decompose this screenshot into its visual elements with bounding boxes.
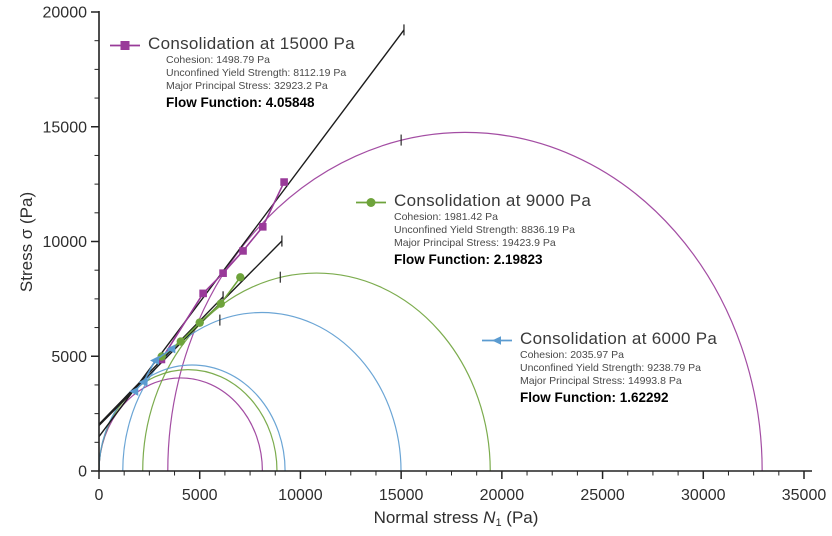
x-axis-label: Normal stress N1 (Pa)	[374, 508, 539, 529]
x-tick-label: 0	[95, 487, 104, 504]
legend-cohesion: Cohesion: 1981.42 Pa	[394, 211, 498, 223]
data-point-square-0	[258, 223, 267, 231]
uys-circle-1	[98, 369, 278, 472]
uys-circle-2	[98, 364, 286, 472]
legend-mps: Major Principal Stress: 14993.8 Pa	[520, 374, 682, 387]
legend-text-9000: Consolidation at 9000 Pa Cohesion: 1981.…	[394, 191, 591, 267]
data-point-square-0	[280, 178, 288, 186]
legend-uys: Unconfined Yield Strength: 9238.79 Pa	[520, 361, 701, 374]
x-tick-label: 10000	[278, 487, 323, 504]
legend-block-9000: Consolidation at 9000 Pa Cohesion: 1981.…	[356, 191, 591, 267]
data-point-circle-1	[236, 273, 245, 282]
x-tick-label: 15000	[379, 487, 424, 504]
legend-marker-glyph	[356, 198, 386, 207]
legend-uys: Unconfined Yield Strength: 8112.19 Pa	[166, 66, 347, 79]
data-point-square-0	[199, 289, 207, 298]
yield-locus-line-1	[98, 240, 283, 427]
square-glyph	[120, 41, 130, 50]
y-tick-label: 0	[78, 464, 87, 481]
data-point-triangle-2	[149, 355, 159, 365]
legend-text-6000: Consolidation at 6000 Pa Cohesion: 2035.…	[520, 329, 717, 405]
legend-marker-glyph	[110, 41, 140, 50]
principal-stress-circle-2	[122, 312, 402, 472]
legend-uys: Unconfined Yield Strength: 8836.19 Pa	[394, 223, 575, 236]
uys-circle-0	[98, 377, 264, 472]
circle-marker-icon	[356, 196, 386, 214]
y-axis-label: Stress σ (Pa)	[17, 192, 36, 292]
data-point-circle-1	[216, 299, 225, 308]
legend-marker-glyph	[482, 336, 512, 345]
x-tick-label: 30000	[681, 487, 726, 504]
x-tick-label: 5000	[182, 487, 218, 504]
data-point-triangle-2	[129, 386, 139, 396]
legend-cohesion: Cohesion: 2035.97 Pa	[520, 349, 624, 361]
data-point-triangle-2	[138, 377, 148, 387]
triangle-left-glyph	[492, 336, 501, 345]
legend-title: Consolidation at 9000 Pa	[394, 191, 592, 210]
principal-stress-circle-0	[167, 132, 763, 472]
legend-mps: Major Principal Stress: 19423.9 Pa	[394, 236, 556, 249]
y-tick-label: 15000	[43, 119, 88, 136]
y-tick-label: 5000	[51, 349, 87, 366]
y-tick-label: 20000	[43, 5, 88, 22]
data-point-triangle-2	[166, 344, 176, 354]
legend-flow-function: Flow Function: 1.62292	[520, 390, 669, 406]
x-tick-label: 20000	[480, 487, 525, 504]
x-tick-label: 35000	[782, 487, 827, 504]
legend-flow-function: Flow Function: 4.05848	[166, 95, 315, 111]
square-marker-icon	[110, 39, 140, 57]
legend-title: Consolidation at 6000 Pa	[520, 329, 718, 348]
legend-cohesion: Cohesion: 1498.79 Pa	[166, 54, 270, 66]
data-series-line-2	[133, 348, 172, 392]
x-tick-label: 25000	[580, 487, 625, 504]
circle-glyph	[366, 198, 376, 207]
data-point-square-0	[239, 247, 247, 255]
y-tick-label: 10000	[43, 234, 88, 251]
data-series-line-0	[160, 181, 285, 360]
principal-stress-circle-1	[142, 272, 491, 472]
legend-text-15000: Consolidation at 15000 Pa Cohesion: 1498…	[148, 34, 355, 110]
data-point-circle-1	[195, 318, 204, 327]
data-point-circle-1	[176, 337, 185, 346]
data-point-square-0	[219, 269, 227, 277]
legend-flow-function: Flow Function: 2.19823	[394, 252, 543, 268]
legend-mps: Major Principal Stress: 32923.2 Pa	[166, 79, 328, 92]
legend-block-6000: Consolidation at 6000 Pa Cohesion: 2035.…	[482, 329, 717, 405]
legend-block-15000: Consolidation at 15000 Pa Cohesion: 1498…	[110, 34, 355, 110]
triangle-marker-icon	[482, 334, 512, 352]
legend-title: Consolidation at 15000 Pa	[148, 34, 355, 53]
